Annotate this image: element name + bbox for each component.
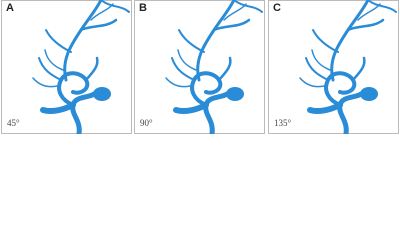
angle-label: 45° [7,118,20,128]
panel: C 135° [268,0,399,134]
page: A 45° B 90° C 135° (() => { const data =… [0,0,400,134]
panel-label: A [6,2,14,14]
panel-label: B [139,2,147,14]
panel-frame [1,0,132,134]
panel-frame [134,0,265,134]
panel: B 90° [134,0,265,134]
angle-label: 135° [274,118,292,128]
angle-label: 90° [140,118,153,128]
figure: A 45° B 90° C 135° [1,0,399,134]
panel: A 45° [1,0,132,134]
panel-label: C [273,2,281,14]
panel-frame [268,0,399,134]
